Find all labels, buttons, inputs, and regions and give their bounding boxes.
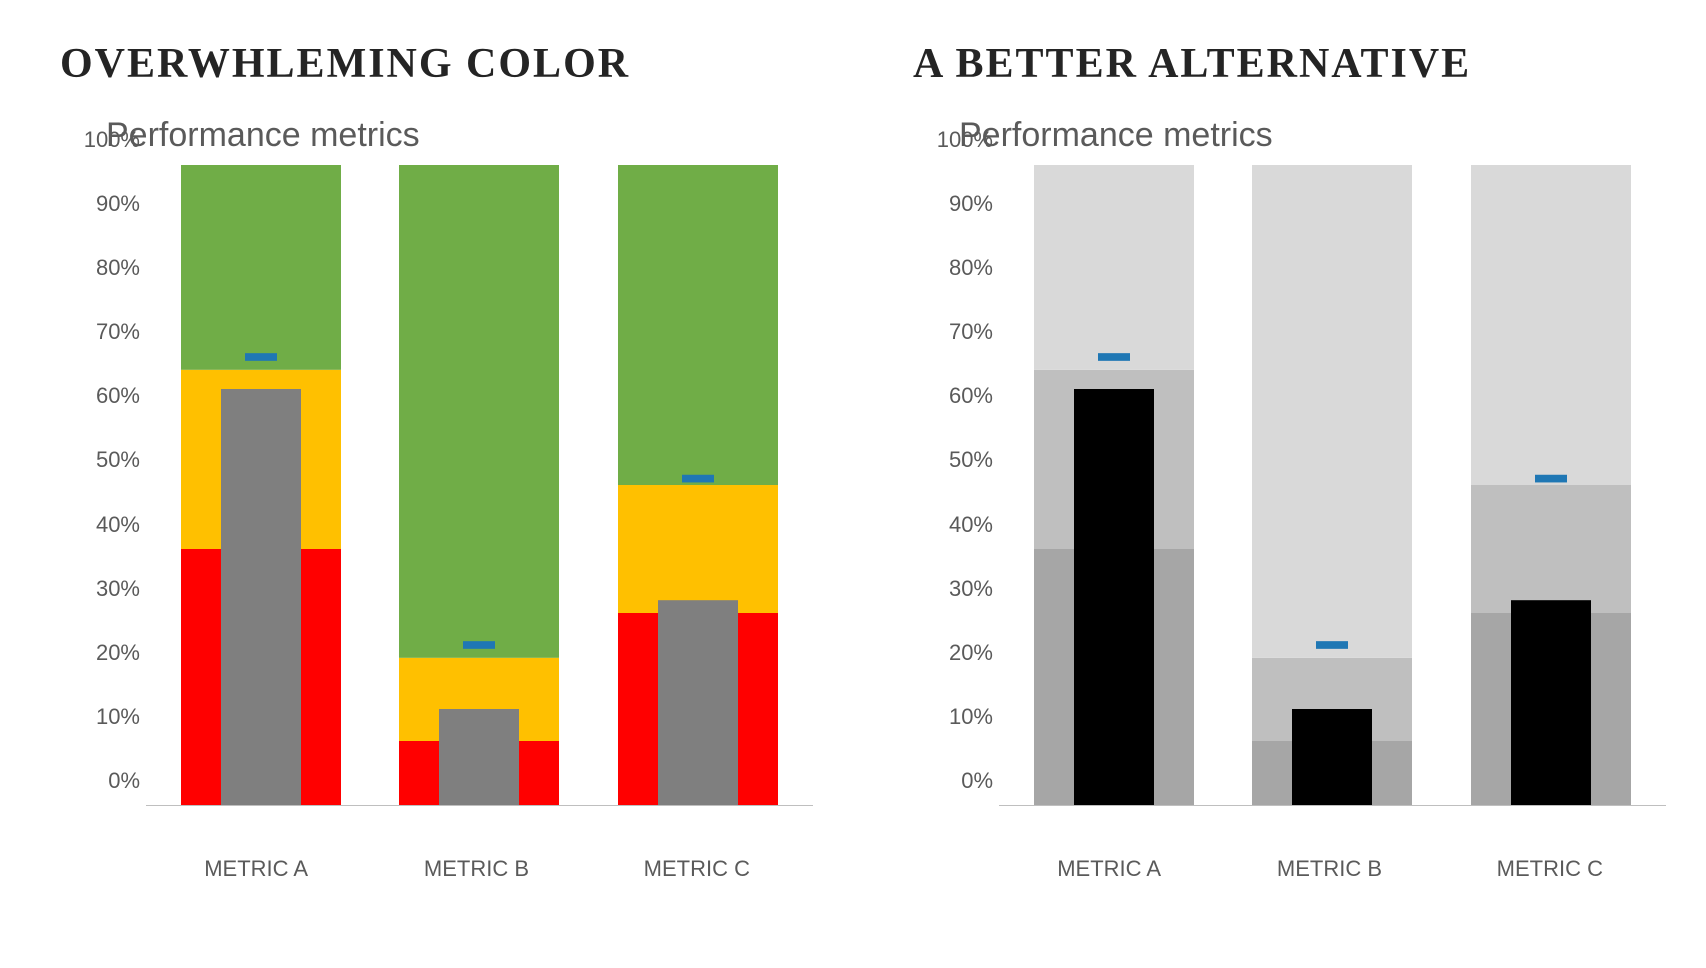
y-tick-label: 70%: [949, 319, 993, 383]
value-bar: [1074, 389, 1154, 805]
y-tick-label: 0%: [961, 768, 993, 832]
y-tick-label: 90%: [949, 191, 993, 255]
left-panel: OVERWHLEMING COLOR Performance metrics 1…: [0, 0, 853, 968]
y-tick-label: 20%: [96, 640, 140, 704]
x-tick-label: METRIC A: [1009, 844, 1209, 882]
value-bar: [1292, 709, 1372, 805]
chart-column: [1252, 165, 1412, 805]
y-tick-label: 90%: [96, 191, 140, 255]
target-marker: [245, 353, 277, 361]
band-rect: [1471, 165, 1631, 485]
value-bar: [221, 389, 301, 805]
right-x-axis: METRIC A METRIC B METRIC C: [913, 844, 1666, 882]
y-tick-label: 60%: [96, 383, 140, 447]
right-chart-title: Performance metrics: [959, 116, 1666, 155]
right-panel: A BETTER ALTERNATIVE Performance metrics…: [853, 0, 1706, 968]
right-heading: A BETTER ALTERNATIVE: [913, 40, 1666, 88]
left-chart-title: Performance metrics: [106, 116, 813, 155]
page: OVERWHLEMING COLOR Performance metrics 1…: [0, 0, 1706, 968]
chart-column: [1034, 165, 1194, 805]
y-tick-label: 40%: [949, 511, 993, 575]
value-bar: [1511, 600, 1591, 805]
y-tick-label: 100%: [937, 127, 993, 191]
target-marker: [1098, 353, 1130, 361]
band-rect: [618, 485, 778, 613]
chart-column: [399, 165, 559, 805]
y-tick-label: 20%: [949, 640, 993, 704]
chart-column: [618, 165, 778, 805]
y-tick-label: 80%: [949, 255, 993, 319]
left-y-axis: 100%90%80%70%60%50%40%30%20%10%0%: [60, 139, 146, 844]
y-tick-label: 10%: [96, 704, 140, 768]
band-rect: [1471, 485, 1631, 613]
value-bar: [439, 709, 519, 805]
band-rect: [181, 165, 341, 370]
x-tick-label: METRIC A: [156, 844, 356, 882]
left-plot-area: [146, 165, 813, 806]
y-tick-label: 70%: [96, 319, 140, 383]
y-tick-label: 80%: [96, 255, 140, 319]
right-chart: 100%90%80%70%60%50%40%30%20%10%0%: [913, 165, 1666, 844]
y-tick-label: 50%: [96, 447, 140, 511]
value-bar: [658, 600, 738, 805]
y-tick-label: 50%: [949, 447, 993, 511]
x-tick-label: METRIC B: [1229, 844, 1429, 882]
y-tick-label: 60%: [949, 383, 993, 447]
y-tick-label: 100%: [84, 127, 140, 191]
band-rect: [618, 165, 778, 485]
x-tick-label: METRIC C: [1450, 844, 1650, 882]
target-marker: [1535, 475, 1567, 483]
target-marker: [1316, 641, 1348, 649]
band-rect: [1034, 165, 1194, 370]
target-marker: [463, 641, 495, 649]
left-x-axis: METRIC A METRIC B METRIC C: [60, 844, 813, 882]
chart-column: [181, 165, 341, 805]
y-tick-label: 0%: [108, 768, 140, 832]
y-tick-label: 30%: [949, 576, 993, 640]
band-rect: [1252, 165, 1412, 658]
y-tick-label: 40%: [96, 511, 140, 575]
x-tick-label: METRIC B: [376, 844, 576, 882]
left-heading: OVERWHLEMING COLOR: [60, 40, 813, 88]
right-plot-area: [999, 165, 1666, 806]
y-tick-label: 10%: [949, 704, 993, 768]
x-tick-label: METRIC C: [597, 844, 797, 882]
left-chart: 100%90%80%70%60%50%40%30%20%10%0%: [60, 165, 813, 844]
chart-column: [1471, 165, 1631, 805]
y-tick-label: 30%: [96, 576, 140, 640]
band-rect: [399, 165, 559, 658]
right-y-axis: 100%90%80%70%60%50%40%30%20%10%0%: [913, 139, 999, 844]
target-marker: [682, 475, 714, 483]
